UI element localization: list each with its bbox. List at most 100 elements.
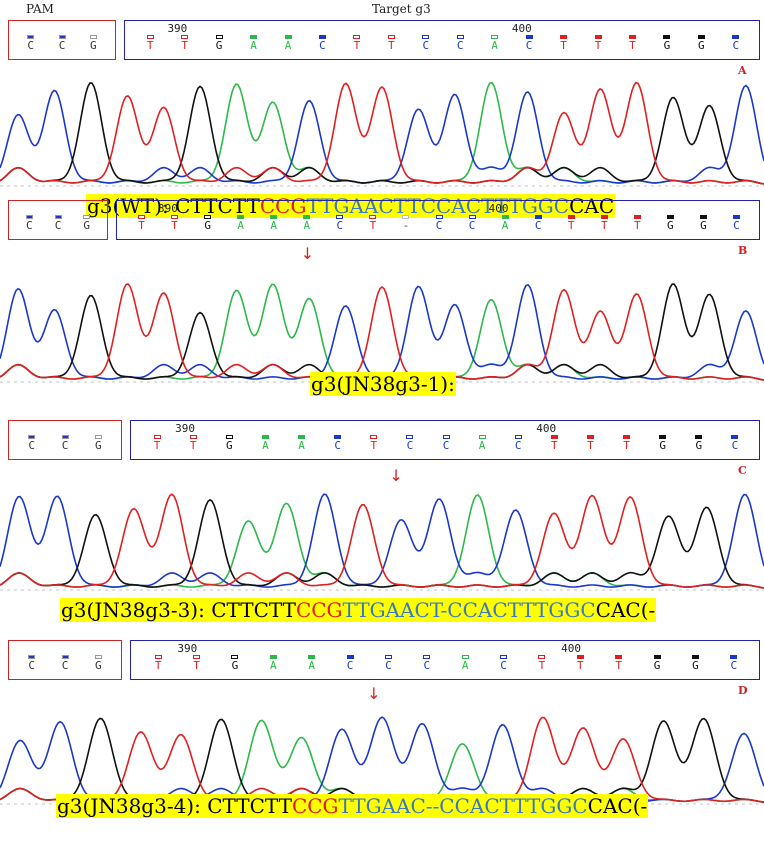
target-base-letter: -: [402, 219, 410, 232]
base-quality-tick: [732, 215, 740, 219]
base-quality-tick: [28, 435, 36, 439]
target-base-letter: T: [560, 39, 567, 52]
target-base: T: [625, 35, 639, 51]
base-quality-tick: [525, 35, 533, 39]
position-400-label: 400: [536, 422, 557, 435]
target-base: C: [343, 655, 357, 671]
base-quality-tick: [61, 655, 69, 659]
panel-letter: C: [738, 464, 747, 477]
chromatogram-trace: [0, 81, 764, 187]
target-base: G: [688, 655, 702, 671]
pam-base: C: [25, 655, 39, 671]
pam-base: G: [80, 215, 94, 231]
target-base: C: [333, 215, 347, 231]
base-quality-tick: [54, 215, 62, 219]
sequence-prefix: g3(JN38g3-1):: [311, 372, 455, 396]
target-base: T: [135, 215, 149, 231]
base-quality-tick: [58, 35, 66, 39]
base-quality-tick: [204, 215, 212, 219]
target-base: C: [403, 435, 417, 451]
target-base: G: [694, 35, 708, 51]
target-base: A: [498, 215, 512, 231]
base-quality-tick: [423, 655, 431, 659]
target-base-letter: C: [422, 39, 430, 52]
chromatogram-trace: [0, 716, 764, 805]
base-quality-tick: [298, 435, 306, 439]
sequence-part2: CCG: [259, 194, 307, 218]
target-base: C: [497, 655, 511, 671]
target-base-letter: G: [653, 659, 661, 672]
target-base: T: [367, 435, 381, 451]
target-base: T: [190, 655, 204, 671]
target-base: C: [511, 435, 525, 451]
target-base-letter: G: [695, 439, 703, 452]
target-base: C: [315, 35, 329, 51]
position-390-label: 390: [175, 422, 195, 435]
target-header-label: Target g3: [372, 2, 431, 16]
base-quality-tick: [25, 215, 33, 219]
target-base: A: [488, 35, 502, 51]
base-quality-tick: [387, 35, 395, 39]
base-quality-tick: [231, 655, 239, 659]
target-base: T: [384, 35, 398, 51]
target-base: C: [728, 435, 742, 451]
sequence-part2: CCG: [295, 598, 343, 622]
base-quality-tick: [623, 435, 631, 439]
target-base-letter: T: [567, 219, 575, 232]
base-quality-tick: [478, 435, 486, 439]
target-base: G: [656, 435, 670, 451]
base-quality-tick: [615, 655, 623, 659]
target-base: T: [547, 435, 561, 451]
sequence-part4: CAC(-: [587, 794, 648, 818]
target-base-letter: T: [370, 439, 378, 452]
target-base: A: [458, 655, 472, 671]
position-390-label: 390: [167, 22, 188, 35]
position-390-label: 390: [158, 202, 178, 215]
base-quality-tick: [500, 655, 508, 659]
pam-base-letter: C: [58, 39, 66, 52]
panel-d: C C G T T G A A C C C A C T T T G G C 390 400 D ↓ g3(JN38g3-4):…: [0, 640, 764, 860]
target-base: A: [267, 215, 281, 231]
base-quality-tick: [435, 215, 443, 219]
target-base-letter: C: [514, 439, 522, 452]
pam-base: G: [91, 435, 105, 451]
base-quality-tick: [699, 215, 707, 219]
target-base: C: [729, 35, 743, 51]
target-base-letter: C: [423, 659, 431, 672]
trace-channel-g: [0, 717, 764, 803]
target-base: T: [573, 655, 587, 671]
pam-base-letter: G: [95, 659, 102, 672]
sequence-part3: TTGAACT-CCACTTTGGC: [342, 598, 596, 622]
base-quality-tick: [697, 35, 705, 39]
target-base-letter: G: [692, 659, 699, 672]
target-base-letter: T: [634, 219, 641, 232]
base-quality-tick: [456, 35, 464, 39]
base-quality-tick: [402, 215, 410, 219]
target-base-letter: T: [181, 39, 188, 52]
target-base: G: [692, 435, 706, 451]
base-quality-tick: [732, 35, 740, 39]
base-quality-tick: [406, 435, 414, 439]
base-quality-tick: [334, 435, 342, 439]
target-base-letter: T: [353, 39, 361, 52]
position-400-label: 400: [561, 642, 581, 655]
position-400-label: 400: [488, 202, 509, 215]
base-quality-tick: [666, 215, 674, 219]
sequence-prefix: g3(JN38g3-3):: [61, 598, 212, 622]
pam-base-letter: C: [61, 439, 69, 452]
pam-base: G: [91, 655, 105, 671]
sequence-part1: CTTCTT: [211, 598, 296, 622]
base-quality-tick: [653, 655, 661, 659]
target-base: C: [331, 435, 345, 451]
target-base: G: [660, 35, 674, 51]
target-base-letter: G: [667, 219, 674, 232]
pam-base: C: [51, 215, 65, 231]
sequence-part1: CTTCTT: [207, 794, 292, 818]
pam-base-letter: C: [27, 39, 34, 52]
target-base-letter: C: [525, 39, 533, 52]
target-base: C: [419, 35, 433, 51]
target-base-letter: G: [700, 219, 707, 232]
base-quality-tick: [600, 215, 608, 219]
target-base: T: [630, 215, 644, 231]
